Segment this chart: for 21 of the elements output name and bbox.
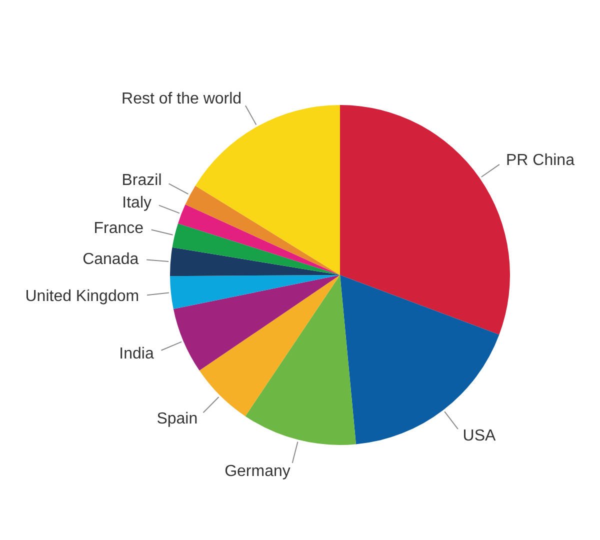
slice-label: Rest of the world <box>122 90 242 108</box>
pie-slice <box>199 275 340 416</box>
slice-label: Germany <box>224 462 290 480</box>
pie-slice <box>195 105 340 275</box>
slice-label: PR China <box>506 152 575 169</box>
slice-label: Spain <box>156 410 198 428</box>
pie-slice <box>340 275 500 444</box>
pie-slice <box>185 186 340 275</box>
slice-label: India <box>119 345 154 362</box>
pie-slice <box>170 247 340 276</box>
pie-slice <box>245 275 356 445</box>
slice-label: United Kingdom <box>25 288 140 305</box>
slice-label: France <box>94 220 144 237</box>
slice-label: Canada <box>82 251 139 268</box>
slice-label: Italy <box>122 194 152 212</box>
pie-slice <box>172 223 340 275</box>
pie-slice <box>178 204 340 275</box>
slice-label: USA <box>462 427 496 444</box>
slice-label: Brazil <box>122 172 162 189</box>
pie-slice <box>173 275 340 371</box>
pie-slice <box>170 275 340 309</box>
